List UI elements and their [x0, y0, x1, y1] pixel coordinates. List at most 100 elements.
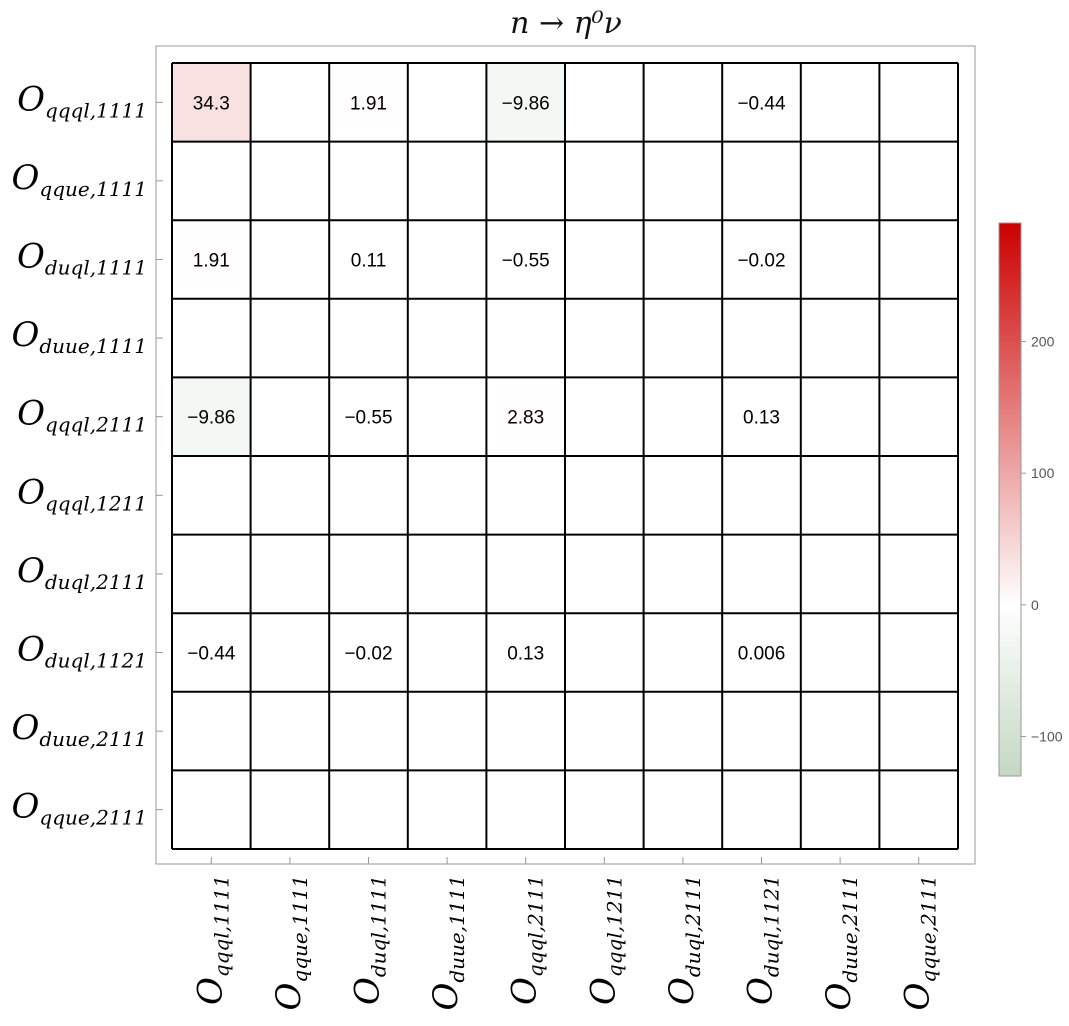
- row-label: Oqqql,2111: [17, 394, 147, 437]
- row-label-symbol: O: [17, 394, 45, 434]
- colorbar-tick-label: 200: [1031, 334, 1055, 350]
- heatmap-cell: [722, 377, 801, 456]
- column-label-symbol: O: [583, 977, 623, 1005]
- heatmap-cell: [722, 141, 801, 221]
- heatmap-cell: [722, 534, 801, 614]
- row-label: Oduql,1111: [17, 237, 147, 280]
- heatmap-cell: [250, 298, 330, 378]
- heatmap-cell: [643, 691, 723, 771]
- row-label-subscript: duql,2111: [45, 570, 147, 594]
- chart-title: n → η⁰ν: [510, 6, 622, 41]
- cell-value-label: −0.44: [737, 93, 786, 114]
- row-label: Oduue,2111: [11, 708, 147, 751]
- column-label-subscript: qque,2111: [917, 875, 941, 983]
- colorbar-ticks: 200 100 0 −100: [1021, 334, 1063, 745]
- heatmap-cell: [250, 220, 330, 299]
- heatmap-cell: [879, 220, 958, 299]
- row-label-subscript: duue,1111: [39, 334, 147, 358]
- column-label-symbol: O: [348, 977, 388, 1005]
- column-label-symbol: O: [819, 983, 859, 1011]
- heatmap-cell: [329, 377, 408, 456]
- heatmap-cell: [722, 770, 801, 849]
- heatmap-cell: [565, 220, 644, 299]
- row-label-subscript: qqql,2111: [45, 413, 147, 437]
- heatmap-cell: [486, 377, 565, 456]
- heatmap-cell: [486, 770, 565, 849]
- heatmap-cell: [565, 456, 644, 535]
- column-labels: Oqqql,1111Oqque,1111Oduql,1111Oduue,1111…: [190, 875, 940, 1011]
- row-label-symbol: O: [12, 787, 40, 827]
- row-label-subscript: duql,1111: [45, 256, 147, 280]
- heatmap-cell: [879, 63, 958, 142]
- heatmap-cell: [722, 691, 801, 771]
- row-label-subscript: qque,2111: [39, 806, 147, 830]
- row-label-symbol: O: [11, 708, 39, 748]
- heatmap-cell: [879, 141, 958, 221]
- column-label-symbol: O: [741, 977, 781, 1005]
- heatmap-cell: [407, 691, 487, 771]
- heatmap-cell: [250, 456, 330, 535]
- heatmap-cell: [329, 613, 408, 692]
- heatmap-cell: [486, 613, 565, 692]
- cell-value-label: 1.91: [193, 251, 230, 272]
- column-label: Oqqql,1111: [190, 875, 233, 1005]
- heatmap-cell: [800, 691, 880, 771]
- row-label-subscript: duue,2111: [39, 727, 147, 751]
- heatmap-cell: [722, 298, 801, 378]
- cell-value-label: −9.86: [502, 93, 550, 114]
- cell-value-label: 1.91: [350, 93, 387, 114]
- cell-value-label: −0.02: [344, 644, 392, 665]
- heatmap-cell: [329, 63, 408, 142]
- colorbar-tick-label: 100: [1031, 465, 1055, 481]
- heatmap-cell: [407, 141, 487, 221]
- colorbar-tick-label: −100: [1031, 729, 1063, 745]
- heatmap-cell: [722, 456, 801, 535]
- row-labels: Oqqql,1111 Oqque,1111 Oduql,1111 Oduue,1111…: [11, 79, 147, 829]
- heatmap-cell: [722, 220, 801, 299]
- cell-value-label: −0.02: [737, 251, 785, 272]
- heatmap-cell: [407, 534, 487, 614]
- heatmap-cell: [250, 534, 330, 614]
- row-label-symbol: O: [17, 79, 45, 119]
- heatmap-cell: [250, 691, 330, 771]
- row-label: Oqque,1111: [12, 158, 147, 201]
- column-label-subscript: duue,2111: [838, 875, 862, 983]
- column-label-symbol: O: [426, 983, 466, 1011]
- heatmap-cell: [643, 220, 723, 299]
- x-axis-ticks: [210, 857, 920, 864]
- heatmap-cell: [643, 534, 723, 614]
- heatmap-cell: [879, 613, 958, 692]
- row-label: Oqqql,1211: [17, 472, 147, 515]
- heatmap-cell: [329, 298, 408, 378]
- colorbar-tick-label: 0: [1031, 597, 1039, 613]
- column-label-subscript: duue,1111: [445, 875, 469, 983]
- heatmap-cell: [800, 220, 880, 299]
- heatmap-cell: [250, 613, 330, 692]
- heatmap-cell: [407, 377, 487, 456]
- heatmap-cell: [800, 534, 880, 614]
- heatmap-cell: [172, 534, 251, 614]
- heatmap-cell: [407, 220, 487, 299]
- plot-frame: [155, 45, 976, 865]
- heatmap-cell: [172, 456, 251, 535]
- cell-value-label: 0.006: [738, 644, 786, 665]
- heatmap-cell: [407, 613, 487, 692]
- heatmap-cell: [565, 141, 644, 221]
- row-label: Oqqql,1111: [17, 79, 147, 122]
- heatmap-cell: [643, 456, 723, 535]
- heatmap-cell: [250, 377, 330, 456]
- heatmap-cell: [486, 220, 565, 299]
- column-label: Oduue,1111: [426, 875, 469, 1011]
- column-label: Oduql,2111: [662, 875, 705, 1005]
- heatmap-cell: [643, 770, 723, 849]
- heatmap-grid: [171, 62, 959, 850]
- column-label: Oduql,1111: [348, 875, 391, 1005]
- heatmap-cell: [565, 377, 644, 456]
- cell-value-label: −0.44: [187, 644, 236, 665]
- heatmap-cell: [879, 377, 958, 456]
- row-label-symbol: O: [17, 630, 45, 670]
- row-label: Oqque,2111: [12, 787, 147, 830]
- heatmap-cell: [879, 770, 958, 849]
- heatmap-cell: [329, 691, 408, 771]
